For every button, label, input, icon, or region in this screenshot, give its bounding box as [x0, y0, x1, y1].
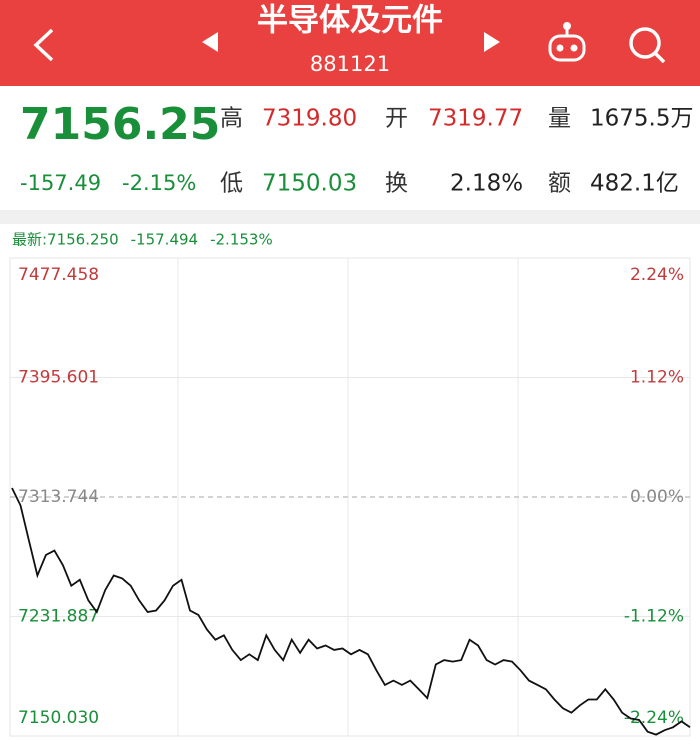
y2-tick-label: 0.00%: [630, 487, 684, 507]
intraday-chart: 最新:7156.250 -157.494 -2.153% 7477.458 7395.6…: [9, 231, 691, 737]
y2-tick-label: -2.24%: [624, 708, 684, 728]
y-tick-label: 7395.601: [18, 368, 99, 388]
price-line: [11, 487, 691, 736]
stats: 高 7319.80 开 7319.77 量 1675.5万低 7150.03 换 2.18% 额 4…: [220, 106, 693, 197]
code: 881121: [310, 52, 390, 76]
stat-label: 量: [548, 106, 571, 132]
change: -157.49: [20, 171, 101, 195]
y-tick-label: 7477.458: [18, 265, 99, 285]
y-tick-label: 7150.030: [18, 708, 99, 728]
stat-label: 开: [385, 106, 408, 132]
change-pct: -2.15%: [122, 171, 196, 195]
stat-value: 7319.77: [428, 106, 523, 132]
stat-value: 7150.03: [262, 171, 357, 197]
y2-tick-label: -1.12%: [624, 607, 684, 627]
title: 半导体及元件: [257, 3, 443, 39]
next-button[interactable]: [484, 32, 500, 52]
stat-label: 高: [220, 106, 243, 132]
chart-info: -2.153%: [210, 231, 273, 249]
prev-button[interactable]: [202, 32, 218, 52]
stat-label: 换: [385, 171, 408, 197]
stat-value: 2.18%: [450, 171, 523, 197]
back-button[interactable]: [33, 28, 54, 62]
y2-tick-label: 1.12%: [630, 368, 684, 388]
stat-value: 482.1亿: [590, 171, 679, 197]
separator: [0, 210, 700, 224]
chart-info: 最新:7156.250: [12, 231, 119, 249]
y2-tick-label: 2.24%: [630, 265, 684, 285]
chart-info: -157.494: [131, 231, 198, 249]
stat-value: 7319.80: [262, 106, 357, 132]
stat-value: 1675.5万: [590, 106, 693, 132]
stat-label: 额: [548, 171, 571, 197]
price: 7156.25: [20, 99, 220, 150]
y-tick-label: 7313.744: [18, 487, 99, 507]
stat-label: 低: [220, 171, 243, 197]
y-tick-label: 7231.887: [18, 607, 99, 627]
search-icon[interactable]: [629, 27, 666, 64]
robot-icon[interactable]: [548, 22, 586, 62]
